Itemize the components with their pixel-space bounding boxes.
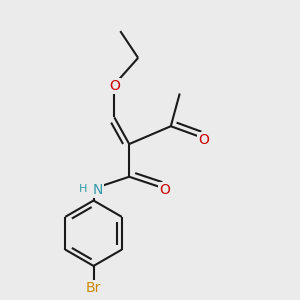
Text: H: H [79, 184, 87, 194]
Text: N: N [93, 183, 103, 197]
Text: O: O [159, 183, 170, 197]
Text: O: O [198, 133, 209, 147]
Text: O: O [109, 79, 120, 93]
Text: Br: Br [86, 281, 101, 295]
